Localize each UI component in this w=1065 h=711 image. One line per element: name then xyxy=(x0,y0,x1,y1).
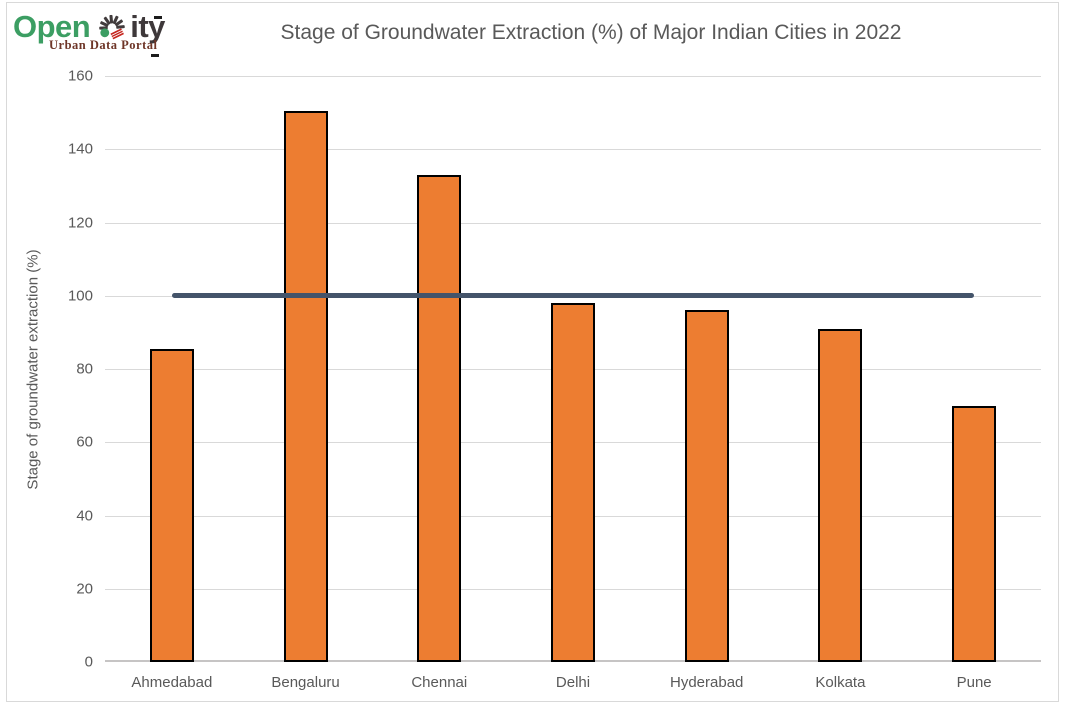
x-category-label-hyderabad: Hyderabad xyxy=(670,674,744,691)
x-category-label-delhi: Delhi xyxy=(555,674,591,691)
y-tick-label-80: 80 xyxy=(76,360,93,378)
bar-kolkata xyxy=(818,328,863,662)
plot-area: 0 20 40 60 80 100 120 140 160 Ahmedabad Bengaluru C… xyxy=(68,68,1041,691)
logo-open-text: Open xyxy=(13,8,91,44)
chart-title: Stage of Groundwater Extraction (%) of M… xyxy=(280,21,902,44)
opencity-logo: Open ity Urban Data Portal xyxy=(13,8,165,57)
bar-chennai xyxy=(417,174,462,662)
y-tick-label-120: 120 xyxy=(67,214,93,231)
bar-hyderabad xyxy=(684,310,729,662)
x-category-label-pune: Pune xyxy=(956,674,992,691)
bar-bengaluru xyxy=(283,110,328,662)
y-tick-label-40: 40 xyxy=(76,507,93,524)
y-tick-label-160: 160 xyxy=(67,67,93,85)
x-category-label-chennai: Chennai xyxy=(411,674,468,691)
logo-subtitle: Urban Data Portal xyxy=(49,38,158,52)
bar-delhi xyxy=(551,303,595,662)
pinwheel-city-icon xyxy=(99,14,125,40)
y-tick-label-140: 140 xyxy=(67,140,93,158)
bar-ahmedabad xyxy=(149,348,194,662)
gridline-120 xyxy=(105,222,1041,224)
y-axis-title-text: Stage of groundwater extraction (%) xyxy=(24,248,42,490)
y-tick-label-0: 0 xyxy=(84,653,93,671)
logo-underscore-decoration xyxy=(151,54,159,57)
x-category-label-ahmedabad: Ahmedabad xyxy=(131,674,213,691)
y-tick-label-20: 20 xyxy=(76,580,93,598)
gridline-140 xyxy=(105,149,1041,151)
x-category-label-kolkata: Kolkata xyxy=(815,674,866,691)
bar-pune xyxy=(952,405,997,662)
y-tick-label-100: 100 xyxy=(67,287,93,305)
logo-city-text: ity xyxy=(130,8,165,44)
reference-line-100 xyxy=(171,293,975,299)
gridline-160 xyxy=(105,76,1041,77)
y-tick-label-60: 60 xyxy=(76,433,93,451)
x-category-label-bengaluru: Bengaluru xyxy=(271,674,340,691)
logo-dash-decoration xyxy=(154,16,162,19)
